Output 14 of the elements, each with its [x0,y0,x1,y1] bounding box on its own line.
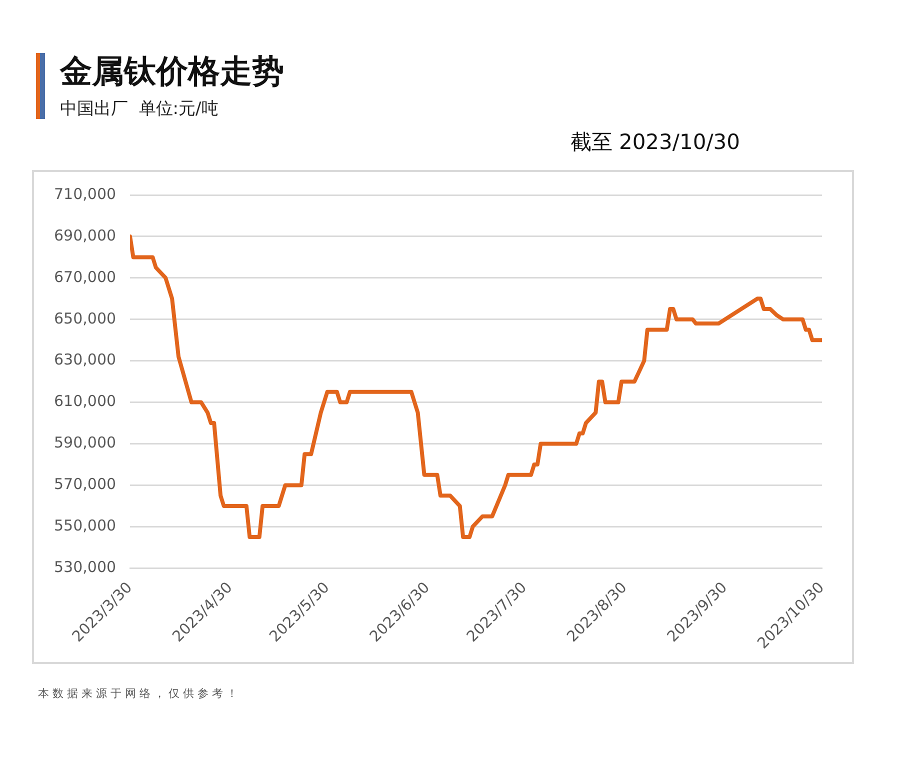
y-tick-label: 610,000 [54,392,116,410]
text: 本 数 据 来 源 于 网 络 ， 仅 供 参 考 ！ [38,686,238,701]
y-tick-label: 650,000 [54,309,116,328]
y-tick-label: 690,000 [54,226,116,244]
y-tick-label: 590,000 [54,434,116,452]
y-tick-label: 630,000 [54,350,116,369]
y-tick-label: 530,000 [54,558,116,576]
y-tick-label: 670,000 [54,268,116,286]
chart-subtitle: 中国出厂 单位:元/吨 [60,98,218,120]
text: 截至 2023/10/30 [570,129,740,156]
y-tick-label: 570,000 [54,475,116,494]
y-tick-label: 550,000 [54,516,116,535]
y-tick-label: 710,000 [54,184,116,203]
chart-title: 金属钛价格走势 [60,51,284,92]
